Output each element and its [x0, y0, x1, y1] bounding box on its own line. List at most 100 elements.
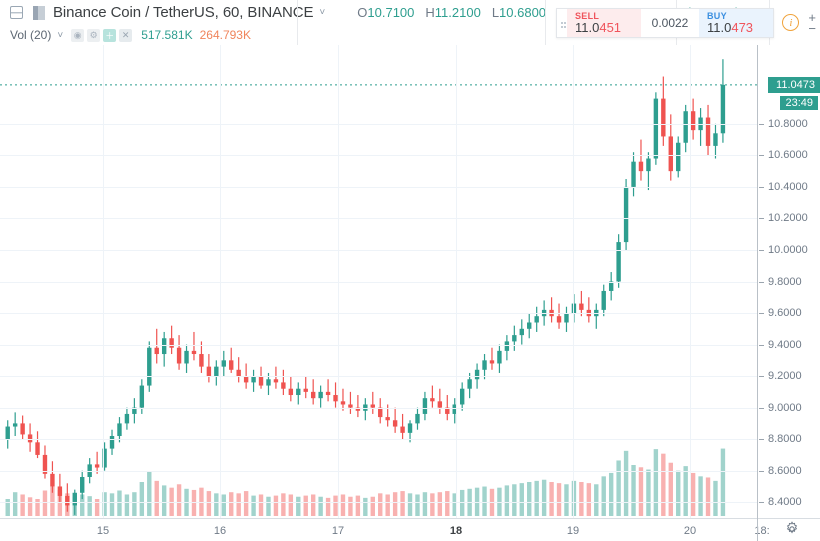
indicator-name[interactable]: Vol (20) [10, 28, 52, 42]
candle-body [683, 111, 688, 143]
candle-body [333, 395, 338, 402]
zoom-controls: + − [808, 9, 816, 36]
grid-line-horizontal [0, 313, 757, 314]
time-axis-tick: 19 [566, 525, 580, 537]
ohlc-open: O10.7100 [357, 5, 414, 20]
axis-corner-divider [757, 518, 758, 541]
sell-price-head: 11.0 [575, 20, 600, 35]
candle-body [720, 84, 726, 134]
candle-body [80, 477, 85, 493]
candle-body [340, 401, 346, 405]
price-axis-tick: 10.8000 [759, 118, 808, 130]
candle-body [504, 341, 510, 351]
volume-bar [318, 496, 323, 516]
ohlc-open-label: O [357, 5, 368, 20]
price-axis-tick: 10.0000 [759, 244, 808, 256]
volume-bar [243, 491, 249, 516]
volume-bar [713, 480, 718, 516]
time-axis-tick: 18 [449, 525, 463, 537]
volume-bar [661, 453, 666, 516]
volume-value-down: 264.793K [199, 28, 251, 42]
info-icon[interactable]: i [782, 14, 800, 31]
time-axis-tick: 15 [96, 525, 110, 537]
chevron-down-icon[interactable]: ˅ [319, 7, 326, 18]
candle-symbol-icon [33, 5, 45, 20]
header-right-controls: i + − [782, 0, 816, 45]
indicator-chevron-down-icon[interactable]: ˅ [57, 29, 64, 41]
volume-bar [363, 497, 368, 516]
price-axis-tick: 9.6000 [759, 307, 802, 319]
candle-body [437, 401, 443, 408]
grid-line-horizontal [0, 470, 757, 472]
price-axis-tick: 10.6000 [759, 149, 808, 161]
close-icon[interactable]: ✕ [119, 28, 133, 42]
volume-value-up: 517.581K [141, 28, 193, 42]
chart-plot-area[interactable] [0, 45, 757, 518]
chart-settings-gear-icon[interactable] [784, 519, 804, 539]
candle-body [661, 98, 666, 137]
candle-body [206, 366, 212, 377]
time-axis[interactable]: 15 16 17 18 19 20 18: [0, 518, 820, 541]
candle-body [668, 136, 673, 172]
sell-button[interactable]: SELL 11.0451 [567, 9, 641, 37]
volume-bar [556, 483, 562, 516]
grid-line-horizontal [0, 250, 757, 251]
time-axis-tick: 18: [754, 525, 770, 537]
candle-body [534, 316, 539, 323]
candle-body [348, 404, 353, 408]
volume-bar [437, 492, 443, 516]
candle-body [94, 464, 100, 468]
sell-price-tail: 451 [599, 20, 622, 35]
buy-price-tail: 473 [731, 20, 754, 35]
volume-bar [325, 497, 331, 516]
grid-line-horizontal [0, 439, 757, 441]
volume-bar [94, 499, 100, 516]
volume-bar [676, 470, 681, 516]
collapse-icon[interactable] [10, 6, 23, 19]
candle-body [690, 111, 696, 131]
symbol-title[interactable]: Binance Coin / TetherUS, 60, BINANCE [53, 4, 314, 21]
eye-icon[interactable]: ◉ [71, 28, 85, 42]
indicator-buttons: ◉ ⚙ ＋ ✕ [71, 28, 133, 42]
candle-body [623, 186, 629, 243]
grid-line-horizontal [0, 344, 757, 346]
candle-body [646, 158, 651, 172]
candle-body [42, 454, 48, 474]
volume-bar [698, 476, 703, 516]
zoom-in-button[interactable]: + [808, 9, 816, 25]
sell-price: 11.0451 [575, 21, 641, 35]
candle-body [50, 473, 55, 487]
candle-body [132, 407, 137, 414]
candle-body [392, 420, 398, 427]
volume-bar [42, 490, 48, 516]
volume-bar [206, 491, 212, 516]
volume-bar [504, 485, 510, 516]
candle-body [57, 486, 63, 496]
price-axis-tick: 9.2000 [759, 370, 802, 382]
volume-bar [407, 493, 413, 516]
volume-bar [541, 479, 547, 516]
candle-body [497, 350, 502, 364]
settings-icon[interactable]: ⚙ [87, 28, 101, 42]
volume-bar [527, 482, 532, 516]
buy-button[interactable]: BUY 11.0473 [699, 9, 773, 37]
header-divider [545, 0, 546, 45]
volume-bar [400, 491, 405, 516]
header-divider [297, 0, 298, 45]
zoom-out-button[interactable]: − [808, 20, 816, 36]
add-icon[interactable]: ＋ [103, 28, 117, 42]
volume-bar [117, 490, 122, 516]
volume-bar [482, 486, 487, 516]
candle-body [415, 413, 420, 424]
order-widget[interactable]: SELL 11.0451 0.0022 BUY 11.0473 [556, 8, 774, 38]
drag-grip-icon[interactable] [557, 9, 567, 37]
candle-body [489, 360, 495, 364]
volume-bar [333, 495, 338, 516]
volume-bar [109, 493, 115, 516]
volume-bar [176, 484, 182, 516]
ohlc-low-value: 10.6800 [499, 5, 547, 20]
price-axis[interactable]: 10.8000 10.6000 10.4000 10.2000 10.0000 9.800… [757, 45, 820, 518]
volume-bar [236, 493, 241, 516]
volume-bar [12, 492, 18, 516]
volume-bar [512, 484, 517, 516]
